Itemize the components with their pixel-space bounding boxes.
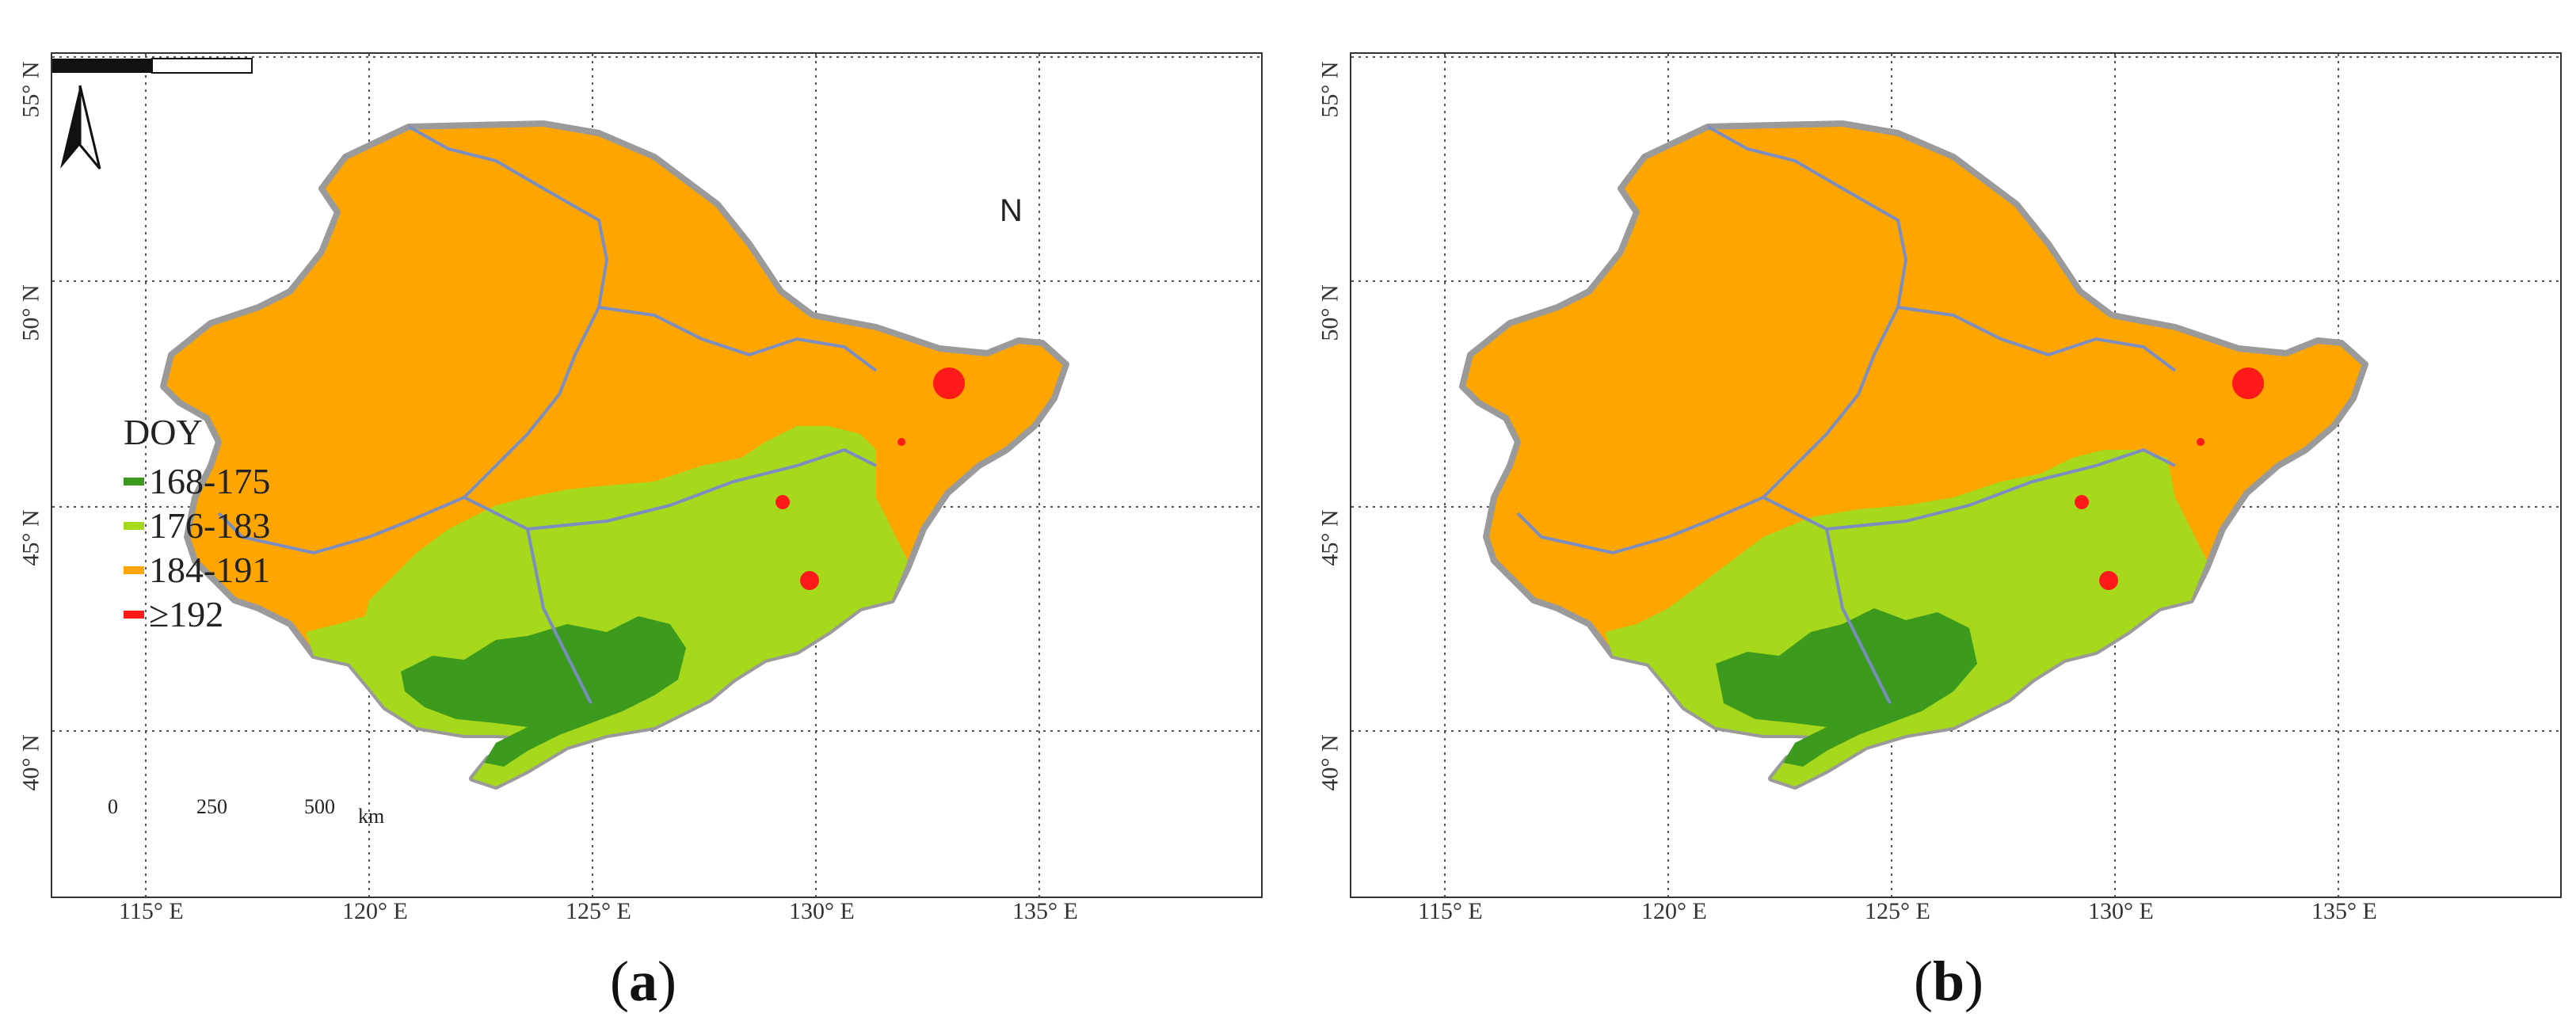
scale-tick: 0 (108, 795, 118, 818)
y-tick-label: 55° N (1317, 61, 1343, 118)
y-tick-label: 50° N (17, 284, 44, 341)
legend-swatch (124, 611, 144, 619)
hotspot (2099, 571, 2118, 590)
legend-swatch (124, 566, 144, 574)
x-tick-label: 125° E (566, 898, 631, 924)
legend-title: DOY (124, 412, 203, 452)
zone-168-175 (401, 616, 686, 767)
hotspot (2075, 495, 2089, 509)
caption-a: (a) (610, 949, 676, 1015)
hotspot (933, 367, 965, 399)
caption-close: ) (1964, 950, 1984, 1013)
north-arrow-label: N (1000, 193, 1023, 228)
hotspot (800, 571, 819, 590)
hotspot (775, 495, 790, 509)
legend-label: 176-183 (149, 505, 271, 546)
legend-item: 176-183 (124, 504, 270, 548)
x-tick-label: 120° E (1641, 898, 1707, 924)
legend-label: 184-191 (149, 550, 271, 590)
caption-b: (b) (1914, 949, 1983, 1015)
scale-unit: km (358, 805, 385, 828)
y-tick-label: 45° N (1317, 509, 1343, 566)
legend-label: ≥192 (149, 594, 224, 634)
caption-open: ( (1914, 950, 1933, 1013)
x-tick-label: 120° E (342, 898, 408, 924)
caption-open: ( (610, 950, 629, 1013)
legend: DOY 168-175 176-183 184-191 ≥192 (124, 410, 270, 637)
x-tick-label: 130° E (789, 898, 855, 924)
x-tick-label: 130° E (2088, 898, 2154, 924)
hotspot (2197, 438, 2204, 446)
x-tick-label: 115° E (119, 898, 184, 924)
hotspot (897, 438, 905, 446)
scale-bar (52, 58, 253, 74)
x-tick-label: 115° E (1418, 898, 1483, 924)
hotspot (2232, 367, 2264, 399)
legend-label: 168-175 (149, 461, 271, 501)
legend-item: ≥192 (124, 592, 270, 637)
y-tick-label: 50° N (1317, 284, 1343, 341)
map-canvas-b (1351, 54, 2560, 897)
province-borders (217, 125, 878, 704)
caption-letter: b (1932, 950, 1965, 1013)
caption-close: ) (657, 950, 676, 1013)
map-canvas-a (52, 54, 1261, 897)
map-panel-b (1350, 52, 2562, 898)
y-tick-label: 55° N (17, 61, 44, 118)
x-tick-label: 125° E (1865, 898, 1930, 924)
legend-item: 168-175 (124, 459, 270, 504)
scale-tick: 250 (196, 795, 227, 818)
zone-168-175 (1716, 608, 1977, 767)
map-panel-a: DOY 168-175 176-183 184-191 ≥192 N 0 250… (51, 52, 1263, 898)
legend-item: 184-191 (124, 548, 270, 592)
x-tick-label: 135° E (2311, 898, 2377, 924)
legend-swatch (124, 478, 144, 485)
scale-tick: 500 (304, 795, 335, 818)
caption-letter: a (628, 950, 657, 1013)
north-arrow-icon (60, 85, 101, 169)
y-tick-label: 40° N (1317, 734, 1343, 791)
y-tick-label: 45° N (17, 509, 44, 566)
legend-swatch (124, 522, 144, 530)
province-borders (1516, 125, 2177, 704)
x-tick-label: 135° E (1012, 898, 1078, 924)
y-tick-label: 40° N (17, 734, 44, 791)
